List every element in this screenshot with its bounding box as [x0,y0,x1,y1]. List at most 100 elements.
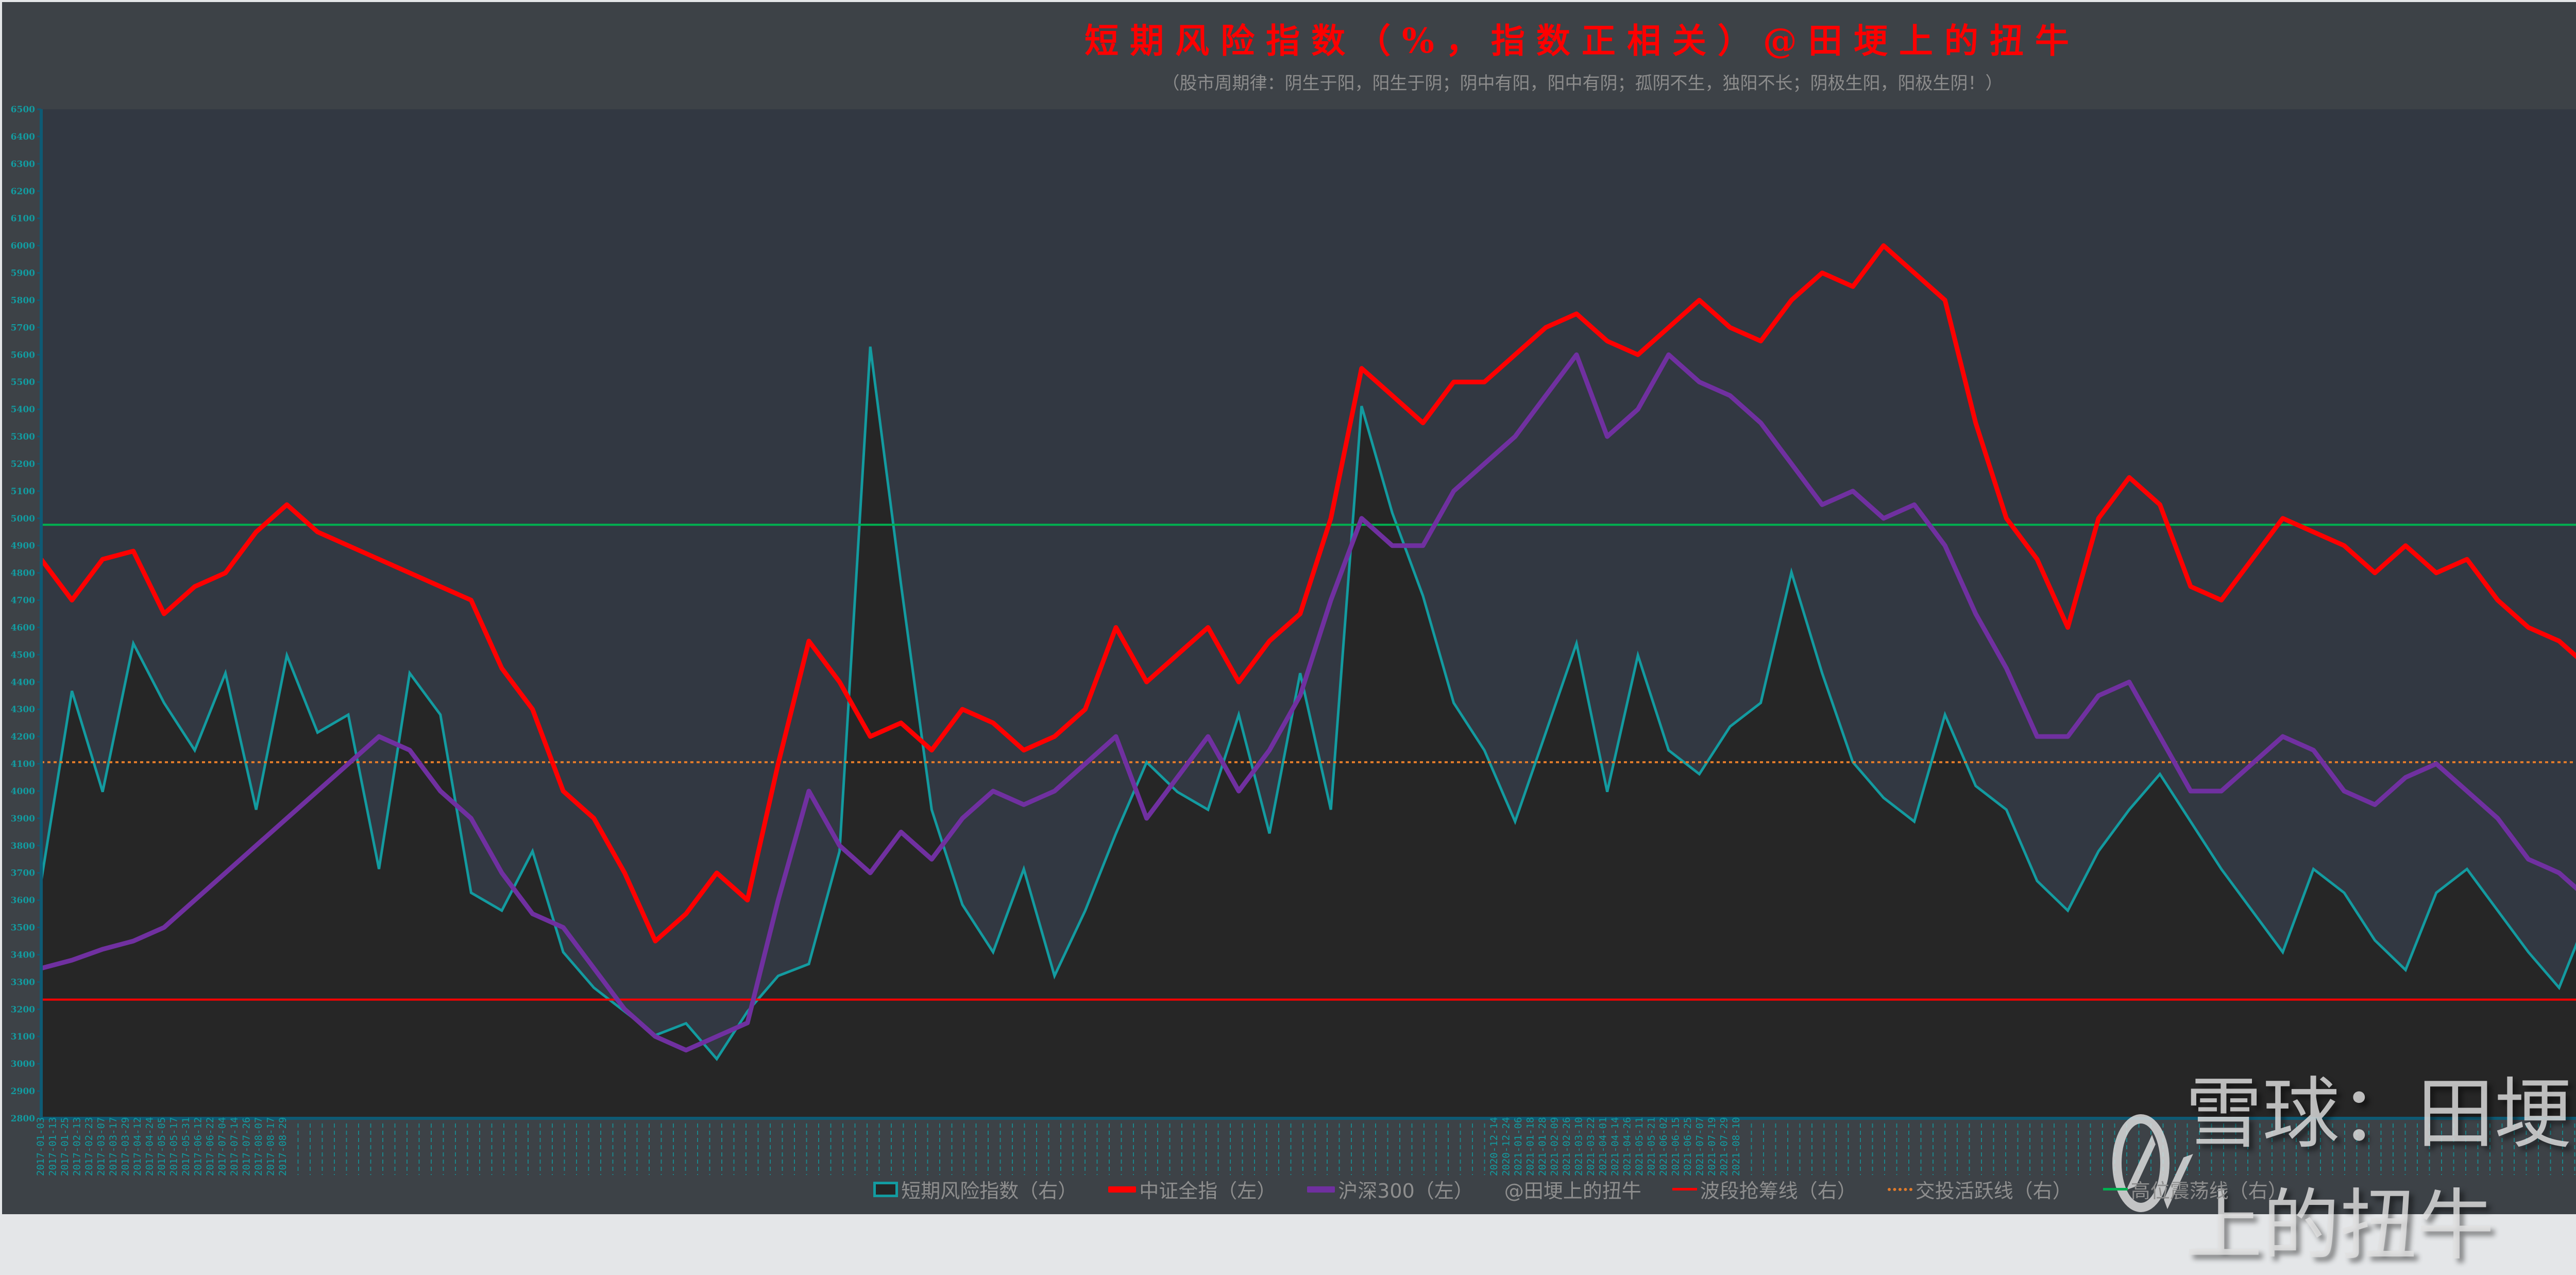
x-tick-label: 2021-08-10 [1731,1117,1742,1176]
csi-all-series [39,243,2576,944]
left-tick-label: 6200 [11,187,35,197]
x-tick-label: 2017-07-14 [229,1117,240,1176]
left-tick-label: 5400 [11,405,35,415]
watermark-text: 雪球：田埂上的扭牛 [2185,1069,2572,1271]
left-tick-label: 3500 [11,923,35,933]
x-tick-label: 2017-02-23 [83,1117,95,1176]
left-tick-label: 4900 [11,541,35,551]
risk-index-series [40,346,2576,1120]
left-tick-label: 3900 [11,814,35,824]
chart-legend: 短期风险指数（右） 中证全指（左） 沪深300（左） @田埂上的扭牛 波段抢筹线（右） 交… [0,1175,2576,1203]
x-tick-label: 2020-12-24 [1501,1117,1512,1176]
x-tick-label: 2017-07-04 [217,1117,228,1176]
x-tick-label: 2021-06-02 [1658,1117,1669,1176]
x-tick-label: 2021-07-29 [1719,1117,1730,1176]
x-tick-label: 2021-06-15 [1670,1117,1682,1176]
left-tick-label: 3300 [11,977,35,987]
left-tick-label: 4000 [11,786,35,797]
x-tick-label: 2017-05-05 [156,1117,167,1176]
legend-swatch-line-icon [1672,1188,1697,1190]
x-tick-label: 2021-02-09 [1549,1117,1561,1176]
legend-label: @田埂上的扭牛 [1504,1180,1641,1202]
x-tick-label: 2017-01-13 [47,1117,59,1176]
chart-canvas: 6500 6400 6300 6200 6100 6000 5900 5800 5700 5600… [11,105,2576,1176]
x-tick-label: 2021-01-18 [1525,1117,1536,1176]
left-tick-label: 5500 [11,377,35,388]
legend-label: 短期风险指数（右） [901,1180,1078,1202]
legend-item[interactable]: 交投活跃线（右） [1887,1175,2072,1203]
x-tick-label: 2017-02-13 [72,1117,83,1176]
x-tick-label: 2021-04-01 [1598,1117,1609,1176]
legend-swatch-line-icon [1307,1186,1335,1193]
x-tick-label: 2017-03-29 [120,1117,131,1176]
x-tick-label: 2021-03-10 [1573,1117,1585,1176]
legend-item[interactable]: @田埂上的扭牛 [1504,1175,1641,1203]
x-tick-label: 2017-05-31 [180,1117,192,1176]
x-tick-label: 2017-08-29 [277,1117,289,1176]
left-tick-label: 3000 [11,1059,35,1069]
left-tick-label: 5600 [11,350,35,360]
left-tick-label: 2900 [11,1086,35,1097]
x-tick-label: 2017-06-12 [193,1117,204,1176]
left-tick-label: 4400 [11,677,35,687]
risk-index-area [40,346,2576,1120]
left-tick-label: 5900 [11,269,35,279]
legend-label: 交投活跃线（右） [1915,1180,2072,1202]
legend-swatch-line-icon [2103,1188,2128,1190]
x-tick-label: 2020-12-14 [1488,1117,1500,1176]
legend-item[interactable]: 中证全指（左） [1108,1175,1276,1203]
legend-label: 波段抢筹线（右） [1700,1180,1857,1202]
x-tick-label: 2021-04-14 [1609,1117,1621,1176]
x-tick-label: 2021-05-11 [1634,1117,1645,1176]
x-tick-label: 2021-05-21 [1646,1117,1657,1176]
x-tick-label: 2017-06-22 [205,1117,216,1176]
left-tick-label: 3800 [11,841,35,851]
left-tick-label: 3200 [11,1004,35,1015]
legend-item[interactable]: 短期风险指数（右） [873,1175,1077,1203]
legend-item[interactable]: 高位震荡线（右） [2103,1175,2287,1203]
x-tick-label: 2017-01-03 [35,1117,46,1176]
left-tick-label: 4500 [11,650,35,660]
legend-label: 中证全指（左） [1139,1180,1277,1202]
left-tick-label: 3400 [11,950,35,960]
x-tick-label: 2017-03-07 [96,1117,107,1176]
x-tick-label: 2017-04-24 [144,1117,156,1176]
x-tick-label: 2021-07-07 [1694,1117,1706,1176]
index-lines [39,243,2576,1053]
x-tick-label: 2017-05-17 [168,1117,180,1176]
x-tick-label: 2017-03-17 [108,1117,119,1176]
legend-label: 高位震荡线（右） [2130,1180,2287,1202]
left-tick-label: 4200 [11,732,35,742]
left-tick-label: 5700 [11,323,35,333]
left-tick-label: 4800 [11,568,35,579]
left-tick-label: 3100 [11,1032,35,1042]
left-tick-label: 6100 [11,214,35,224]
axes [40,109,2576,1120]
reference-lines [41,524,2576,1001]
left-tick-label: 3700 [11,868,35,879]
x-tick-label: 2021-01-28 [1537,1117,1548,1176]
left-tick-label: 4700 [11,596,35,606]
x-axis-date-labels: 2017-01-03 2017-01-13 2017-01-25 2017-02-13… [35,1117,2575,1176]
left-tick-label: 2800 [11,1114,35,1124]
left-tick-label: 5200 [11,459,35,469]
x-tick-label: 2021-01-06 [1513,1117,1524,1176]
legend-item[interactable]: 沪深300（左） [1307,1175,1473,1203]
chart-subtitle: （股市周期律：阴生于阳，阳生于阴；阴中有阳，阳中有阴；孤阴不生，独阳不长；阴极生… [1162,73,2003,94]
chart-title: 短期风险指数（%，指数正相关）@田埂上的扭牛 [1084,21,2080,61]
x-tick-label: 2021-02-26 [1561,1117,1572,1176]
left-tick-label: 5100 [11,486,35,497]
left-axis-ticks: 6500 6400 6300 6200 6100 6000 5900 5800 5700 5600… [11,105,41,1124]
x-tick-label: 2021-03-22 [1585,1117,1597,1176]
legend-label: 沪深300（左） [1338,1180,1473,1202]
left-tick-label: 6400 [11,132,35,142]
left-tick-label: 5800 [11,295,35,306]
legend-item[interactable]: 波段抢筹线（右） [1672,1175,1857,1203]
left-tick-label: 5300 [11,432,35,442]
left-tick-label: 4300 [11,704,35,715]
left-tick-label: 6500 [11,105,35,115]
hs300-series [40,352,2576,1053]
xueqiu-watermark: 雪球：田埂上的扭牛 [2112,1051,2576,1275]
legend-swatch-area-icon [873,1181,899,1197]
x-tick-label: 2017-07-26 [241,1117,252,1176]
